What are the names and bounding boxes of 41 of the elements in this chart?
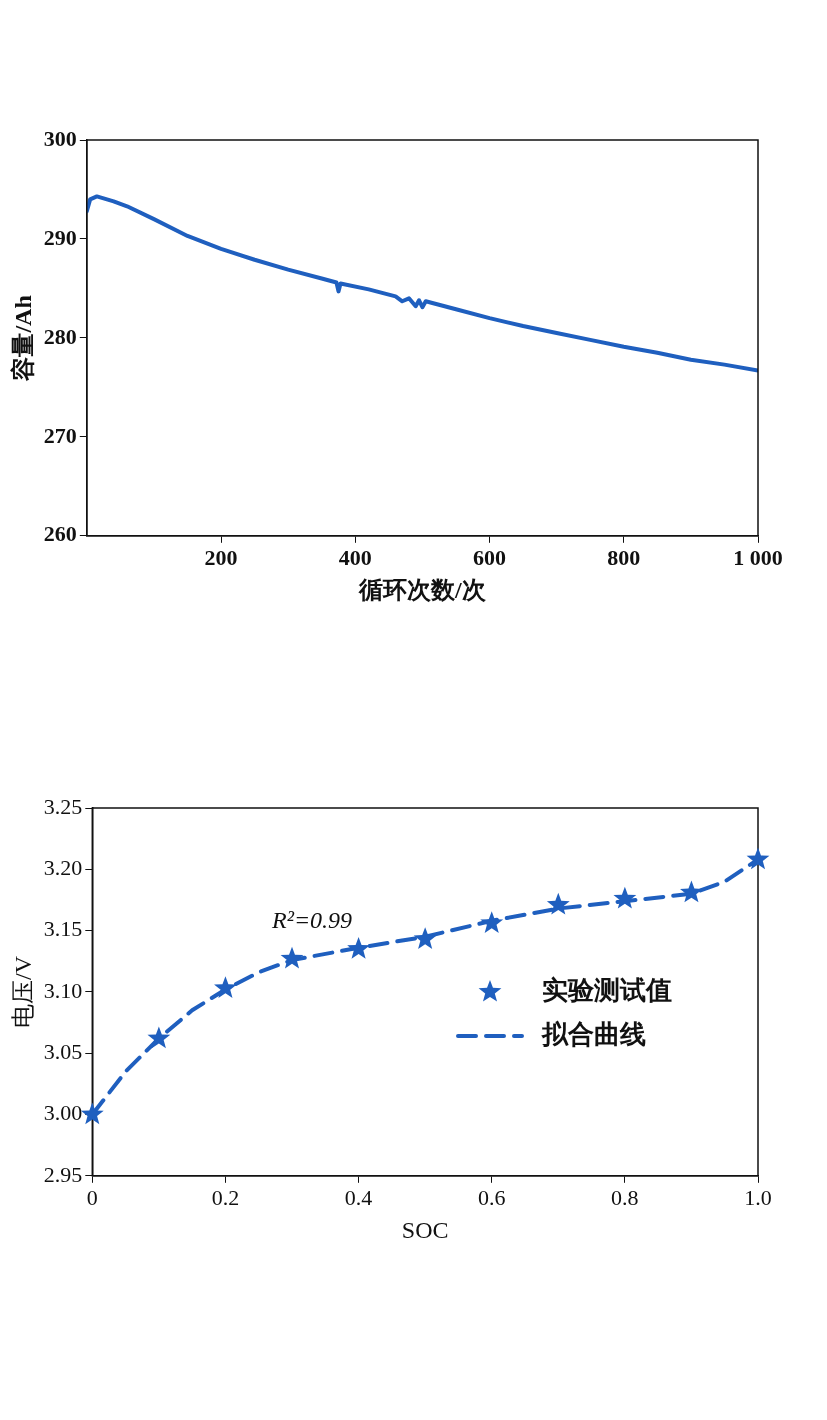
legend-label: 实验测试值 — [542, 975, 672, 1005]
point — [613, 886, 637, 909]
y-tick-label: 290 — [43, 224, 77, 250]
point — [546, 892, 570, 915]
point — [80, 1102, 104, 1125]
x-tick-label: 1.0 — [744, 1184, 772, 1210]
point — [746, 847, 770, 870]
y-tick-label: 3.20 — [43, 855, 83, 881]
x-axis-title: SOC — [401, 1216, 449, 1243]
y-tick-label: 3.25 — [43, 793, 83, 819]
y-tick-label: 3.10 — [43, 977, 83, 1003]
x-tick-label: 600 — [473, 544, 507, 570]
y-tick-label: 3.05 — [43, 1038, 83, 1064]
x-tick-label: 800 — [607, 544, 641, 570]
x-axis-title: 循环次数/次 — [358, 576, 487, 603]
x-tick-label: 1 000 — [733, 544, 783, 570]
legend-label: 拟合曲线 — [541, 1019, 646, 1049]
point — [280, 946, 304, 969]
x-tick-label: 0.8 — [611, 1184, 639, 1210]
point — [214, 976, 237, 998]
y-tick-label: 2.95 — [43, 1161, 83, 1187]
y-tick-label: 3.15 — [43, 916, 83, 942]
y-axis-title: 容量/Ah — [9, 295, 36, 382]
x-tick-label: 0 — [86, 1184, 98, 1210]
point — [413, 927, 437, 949]
y-axis-title: 电压/V — [9, 955, 36, 1028]
y-tick-label: 270 — [43, 422, 77, 448]
point — [347, 936, 370, 959]
x-tick-label: 200 — [204, 544, 238, 570]
x-tick-label: 400 — [338, 544, 372, 570]
x-tick-label: 0.6 — [477, 1184, 506, 1210]
point — [680, 880, 703, 903]
point — [480, 911, 504, 933]
x-tick-label: 0.2 — [211, 1184, 240, 1210]
y-tick-label: 3.00 — [43, 1100, 83, 1126]
annotation: R²=0.99 — [271, 907, 353, 934]
x-tick-label: 0.4 — [344, 1184, 373, 1210]
point — [147, 1026, 171, 1049]
y-tick-label: 300 — [43, 125, 77, 151]
y-tick-label: 280 — [43, 323, 77, 349]
y-tick-label: 260 — [43, 521, 77, 547]
